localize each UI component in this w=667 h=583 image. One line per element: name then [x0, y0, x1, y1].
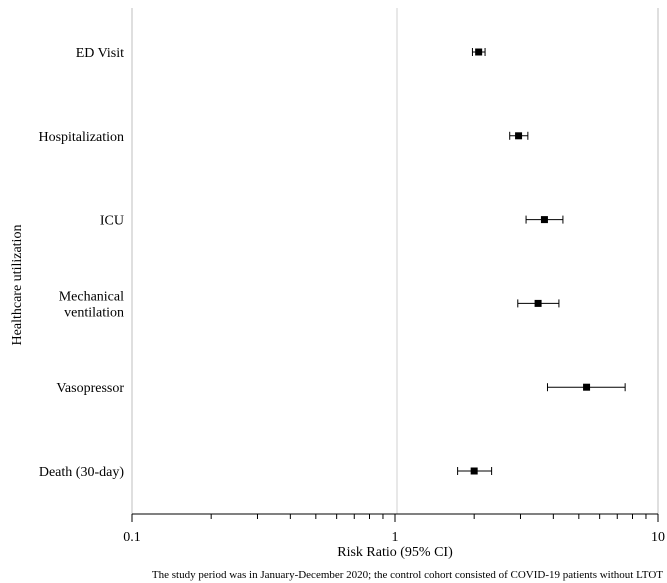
- forest-rows: ED Visit Hospitalization ICU Mechanical vent…: [38, 46, 626, 480]
- point-estimate: [534, 299, 542, 307]
- forest-row: Hospitalization: [38, 130, 529, 145]
- forest-row: ED Visit: [76, 46, 486, 61]
- footnote: The study period was in January-December…: [151, 569, 663, 581]
- forest-row: Mechanical ventilation: [59, 289, 560, 320]
- forest-plot: 0.1 1 10 ED Visit Hospitalization ICU Mechani…: [10, 8, 665, 560]
- row-label: ED Visit: [76, 46, 124, 61]
- forest-row: Death (30-day): [39, 465, 493, 480]
- point-estimate: [515, 132, 523, 140]
- x-axis-tick-labels: 0.1 1 10: [123, 514, 665, 545]
- x-tick-label: 10: [651, 530, 665, 545]
- point-estimate: [540, 216, 548, 224]
- row-label: Hospitalization: [38, 130, 124, 145]
- row-label: Vasopressor: [56, 381, 124, 396]
- point-estimate: [475, 48, 483, 56]
- point-estimate: [583, 383, 591, 391]
- row-label: ICU: [100, 214, 124, 229]
- forest-row: ICU: [100, 214, 564, 229]
- row-label: Death (30-day): [39, 465, 124, 480]
- row-label: Mechanical ventilation: [59, 289, 124, 320]
- x-tick-label: 0.1: [123, 530, 141, 545]
- point-estimate: [470, 467, 478, 475]
- x-axis-title: Risk Ratio (95% CI): [337, 545, 453, 560]
- y-axis-title: Healthcare utilization: [10, 225, 25, 346]
- x-axis-minor-ticks: [210, 514, 647, 519]
- x-tick-label: 1: [392, 530, 399, 545]
- forest-row: Vasopressor: [56, 381, 626, 396]
